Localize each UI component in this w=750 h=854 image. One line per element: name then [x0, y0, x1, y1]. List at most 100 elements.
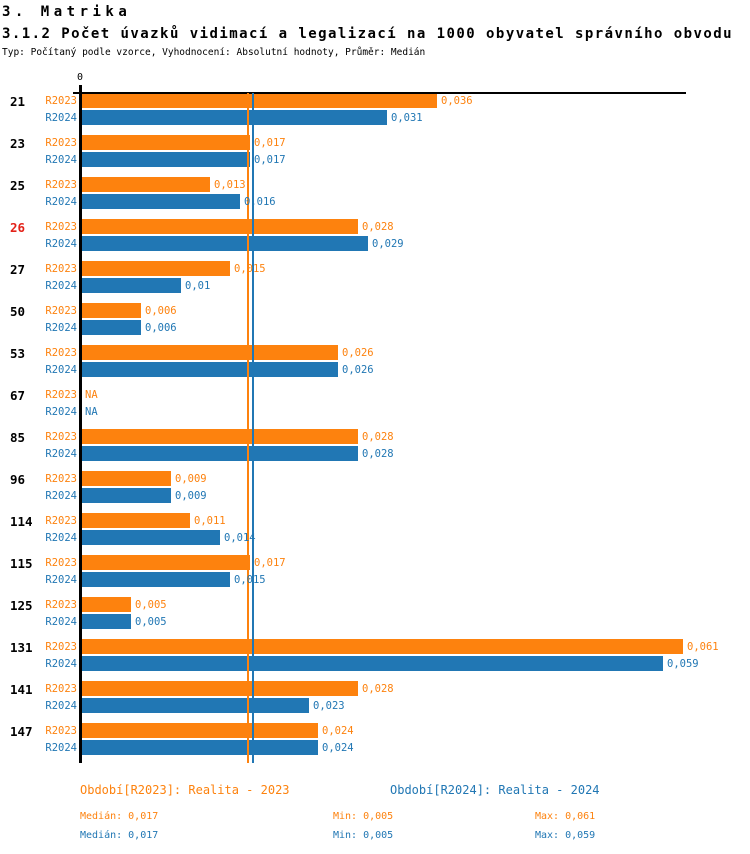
category-row-67: 67 R2023 NA R2024 NA	[0, 387, 750, 429]
y-axis-line	[79, 85, 82, 763]
category-row-53: 53 R2023 0,026 R2024 0,026	[0, 345, 750, 387]
value-label-r2023: 0,028	[362, 683, 394, 695]
value-label-r2023: 0,024	[322, 725, 354, 737]
bar-r2024	[82, 236, 368, 251]
stat-median-r2024: Medián: 0,017	[80, 830, 159, 841]
category-label: 115	[10, 556, 33, 571]
series-label-r2023: R2023	[45, 95, 77, 107]
category-row-131: 131 R2023 0,061 R2024 0,059	[0, 639, 750, 681]
series-label-r2023: R2023	[45, 725, 77, 737]
value-label-r2024: 0,023	[313, 700, 345, 712]
value-label-r2023: 0,017	[254, 557, 286, 569]
value-label-r2023: 0,013	[214, 179, 246, 191]
value-label-r2023: 0,015	[234, 263, 266, 275]
bar-r2024	[82, 320, 141, 335]
series-label-r2023: R2023	[45, 431, 77, 443]
value-label-r2024: 0,028	[362, 448, 394, 460]
value-label-r2024: 0,016	[244, 196, 276, 208]
category-row-125: 125 R2023 0,005 R2024 0,005	[0, 597, 750, 639]
value-label-r2023: 0,028	[362, 221, 394, 233]
category-row-27: 27 R2023 0,015 R2024 0,01	[0, 261, 750, 303]
bar-r2024	[82, 194, 240, 209]
value-label-r2024: NA	[85, 406, 98, 418]
series-label-r2023: R2023	[45, 305, 77, 317]
category-label: 23	[10, 136, 26, 151]
chart-meta: Typ: Počítaný podle vzorce, Vyhodnocení:…	[2, 47, 426, 58]
series-label-r2023: R2023	[45, 137, 77, 149]
bar-r2024	[82, 446, 358, 461]
bar-r2024	[82, 110, 387, 125]
category-label: 53	[10, 346, 26, 361]
series-label-r2023: R2023	[45, 557, 77, 569]
category-label: 96	[10, 472, 26, 487]
category-label: 21	[10, 94, 26, 109]
bar-r2024	[82, 656, 663, 671]
page-title: 3. Matrika	[2, 4, 132, 20]
category-label: 27	[10, 262, 26, 277]
value-label-r2024: 0,024	[322, 742, 354, 754]
bar-r2024	[82, 488, 171, 503]
value-label-r2024: 0,017	[254, 154, 286, 166]
bar-r2023	[82, 723, 318, 738]
bar-r2024	[82, 614, 131, 629]
category-row-23: 23 R2023 0,017 R2024 0,017	[0, 135, 750, 177]
stat-min-r2023: Min: 0,005	[333, 811, 394, 822]
x-axis-line	[73, 92, 686, 94]
value-label-r2024: 0,005	[135, 616, 167, 628]
bar-r2024	[82, 572, 230, 587]
category-row-85: 85 R2023 0,028 R2024 0,028	[0, 429, 750, 471]
category-row-115: 115 R2023 0,017 R2024 0,015	[0, 555, 750, 597]
bar-r2024	[82, 362, 338, 377]
series-label-r2023: R2023	[45, 263, 77, 275]
bar-r2023	[82, 597, 131, 612]
series-label-r2024: R2024	[45, 490, 77, 502]
value-label-r2023: 0,028	[362, 431, 394, 443]
category-label: 85	[10, 430, 26, 445]
legend-r2024: Období[R2024]: Realita - 2024	[390, 783, 600, 797]
value-label-r2023: 0,026	[342, 347, 374, 359]
value-label-r2023: 0,061	[687, 641, 719, 653]
bar-r2023	[82, 261, 230, 276]
category-row-50: 50 R2023 0,006 R2024 0,006	[0, 303, 750, 345]
bar-r2023	[82, 303, 141, 318]
category-label: 50	[10, 304, 26, 319]
series-label-r2023: R2023	[45, 389, 77, 401]
bar-r2023	[82, 681, 358, 696]
value-label-r2024: 0,014	[224, 532, 256, 544]
bar-r2023	[82, 639, 683, 654]
bar-r2023	[82, 135, 250, 150]
bar-r2024	[82, 740, 318, 755]
series-label-r2023: R2023	[45, 221, 77, 233]
series-label-r2024: R2024	[45, 238, 77, 250]
value-label-r2024: 0,009	[175, 490, 207, 502]
bar-r2023	[82, 93, 437, 108]
series-label-r2024: R2024	[45, 154, 77, 166]
legend-r2023: Období[R2023]: Realita - 2023	[80, 783, 290, 797]
value-label-r2023: 0,006	[145, 305, 177, 317]
category-label: 141	[10, 682, 33, 697]
series-label-r2024: R2024	[45, 322, 77, 334]
series-label-r2023: R2023	[45, 683, 77, 695]
value-label-r2023: 0,005	[135, 599, 167, 611]
series-label-r2024: R2024	[45, 616, 77, 628]
category-label: 125	[10, 598, 33, 613]
series-label-r2024: R2024	[45, 280, 77, 292]
chart-title: 3.1.2 Počet úvazků vidimací a legalizací…	[2, 26, 734, 42]
category-row-141: 141 R2023 0,028 R2024 0,023	[0, 681, 750, 723]
series-label-r2023: R2023	[45, 179, 77, 191]
category-label: 114	[10, 514, 33, 529]
stat-max-r2024: Max: 0,059	[535, 830, 596, 841]
bar-r2023	[82, 555, 250, 570]
category-row-96: 96 R2023 0,009 R2024 0,009	[0, 471, 750, 513]
series-label-r2024: R2024	[45, 448, 77, 460]
bar-r2024	[82, 530, 220, 545]
series-label-r2023: R2023	[45, 347, 77, 359]
median-line-r2023	[247, 93, 249, 763]
series-label-r2023: R2023	[45, 515, 77, 527]
bar-r2023	[82, 513, 190, 528]
series-label-r2024: R2024	[45, 742, 77, 754]
value-label-r2024: 0,015	[234, 574, 266, 586]
series-label-r2024: R2024	[45, 196, 77, 208]
